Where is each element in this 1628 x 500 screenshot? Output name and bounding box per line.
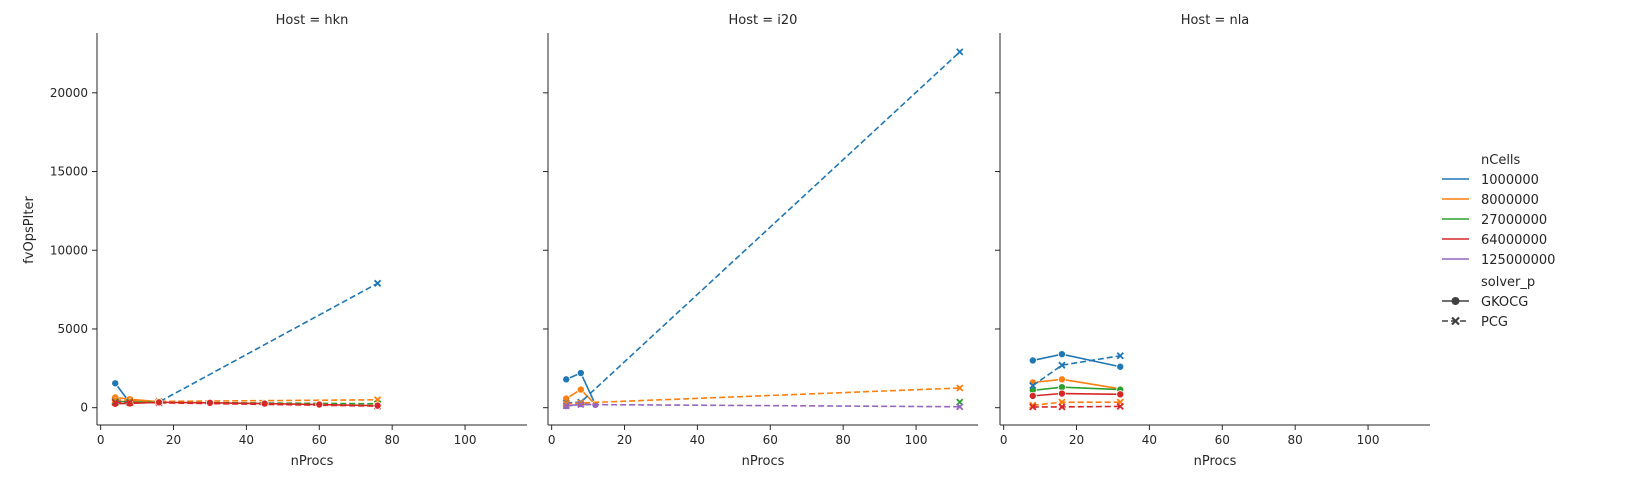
legend-entry: GKOCG <box>1481 295 1528 310</box>
series-1000000-PCG <box>1029 352 1124 390</box>
series-1000000-PCG <box>562 48 964 407</box>
y-tick-label: 0 <box>80 401 88 415</box>
series-64000000-GKOCG <box>154 398 382 410</box>
legend-entry: 64000000 <box>1481 233 1547 248</box>
panel-1: Host = i20 0 20 40 60 80 100 nProcs <box>543 13 978 469</box>
series-8000000-PCG <box>562 384 964 408</box>
data-point <box>1057 389 1066 398</box>
x-tick-label: 80 <box>836 433 851 447</box>
legend-entry: 1000000 <box>1481 173 1539 188</box>
data-point <box>1029 382 1037 390</box>
data-point <box>154 398 163 407</box>
data-point <box>111 379 120 388</box>
legend-hue-title: nCells <box>1481 153 1521 168</box>
x-axis-label: nProcs <box>742 454 785 469</box>
x-tick-label: 0 <box>1000 433 1008 447</box>
legend-entry: 8000000 <box>1481 193 1539 208</box>
data-point <box>111 398 119 407</box>
x-tick-label: 20 <box>166 433 181 447</box>
x-tick-label: 60 <box>763 433 778 447</box>
y-tick-label: 5000 <box>57 322 88 336</box>
series-line <box>566 51 961 404</box>
legend-entry: PCG <box>1481 315 1508 330</box>
y-tick-label: 15000 <box>50 165 88 179</box>
x-tick-label: 40 <box>690 433 705 447</box>
x-tick-label: 100 <box>454 433 477 447</box>
data-point <box>1029 403 1037 411</box>
panel-title: Host = hkn <box>276 13 349 28</box>
y-tick-label: 20000 <box>50 86 88 100</box>
panel-title: Host = i20 <box>729 13 798 28</box>
series-125000000-PCG <box>562 400 964 411</box>
series-line <box>1032 392 1121 397</box>
data-point <box>577 400 585 409</box>
series-line <box>115 282 378 403</box>
series-line <box>1032 386 1121 392</box>
x-tick-label: 0 <box>97 433 105 447</box>
data-point <box>1116 362 1125 371</box>
x-tick-label: 80 <box>1288 433 1303 447</box>
legend-style-title: solver_p <box>1481 275 1535 290</box>
x-tick-label: 60 <box>312 433 327 447</box>
x-tick-label: 80 <box>385 433 400 447</box>
x-tick-label: 100 <box>1357 433 1380 447</box>
legend-entry: 125000000 <box>1481 253 1555 268</box>
series-line <box>1032 401 1121 407</box>
data-point <box>576 385 585 394</box>
data-point <box>1058 361 1066 369</box>
data-point <box>260 399 269 408</box>
panel-0: Host = hkn 0 20 40 60 80 100 0 5000 10000 15000 200… <box>50 13 527 469</box>
panel-2: Host = nla 0 20 40 60 80 100 nProcs <box>995 13 1430 469</box>
data-point <box>1116 390 1125 399</box>
data-point <box>373 279 382 287</box>
series-line <box>1032 354 1121 387</box>
data-point <box>373 401 382 410</box>
x-tick-label: 60 <box>1215 433 1230 447</box>
data-point <box>315 400 324 409</box>
series-line <box>566 387 960 405</box>
y-tick-label: 10000 <box>50 243 88 257</box>
y-axis-label: fvOpsPIter <box>22 196 37 264</box>
x-tick-label: 40 <box>1142 433 1157 447</box>
legend-marker <box>1451 316 1460 326</box>
x-tick-label: 0 <box>548 433 556 447</box>
series-27000000-GKOCG <box>1028 383 1125 395</box>
x-tick-label: 20 <box>617 433 632 447</box>
series-1000000-PCG <box>111 279 382 406</box>
data-point <box>562 402 570 410</box>
x-axis-label: nProcs <box>291 454 334 469</box>
series-1000000-GKOCG <box>1028 350 1125 371</box>
x-axis-label: nProcs <box>1194 454 1237 469</box>
legend-marker <box>1451 297 1460 305</box>
data-point <box>205 398 214 407</box>
data-point <box>1057 350 1066 359</box>
x-tick-label: 40 <box>239 433 254 447</box>
data-point <box>126 399 134 407</box>
panel-title: Host = nla <box>1181 13 1250 28</box>
data-point <box>1116 402 1124 411</box>
data-point <box>562 375 571 384</box>
data-point <box>1058 403 1066 411</box>
legend-entry: 27000000 <box>1481 213 1547 228</box>
data-point <box>1028 356 1037 365</box>
x-tick-label: 20 <box>1069 433 1084 447</box>
legend: nCells 1000000 8000000 27000000 64000000 1250… <box>1442 153 1555 330</box>
data-point <box>956 384 964 392</box>
series-line <box>115 399 378 403</box>
data-point <box>1057 375 1066 384</box>
data-point <box>576 369 585 378</box>
data-point <box>956 403 964 411</box>
series-64000000-PCG <box>1029 402 1124 411</box>
x-tick-label: 100 <box>905 433 928 447</box>
data-point <box>956 48 964 56</box>
series-line <box>1032 353 1121 368</box>
data-point <box>1028 391 1037 400</box>
series-line <box>566 403 960 408</box>
data-point <box>1116 352 1124 360</box>
series-64000000-GKOCG <box>1028 389 1125 400</box>
